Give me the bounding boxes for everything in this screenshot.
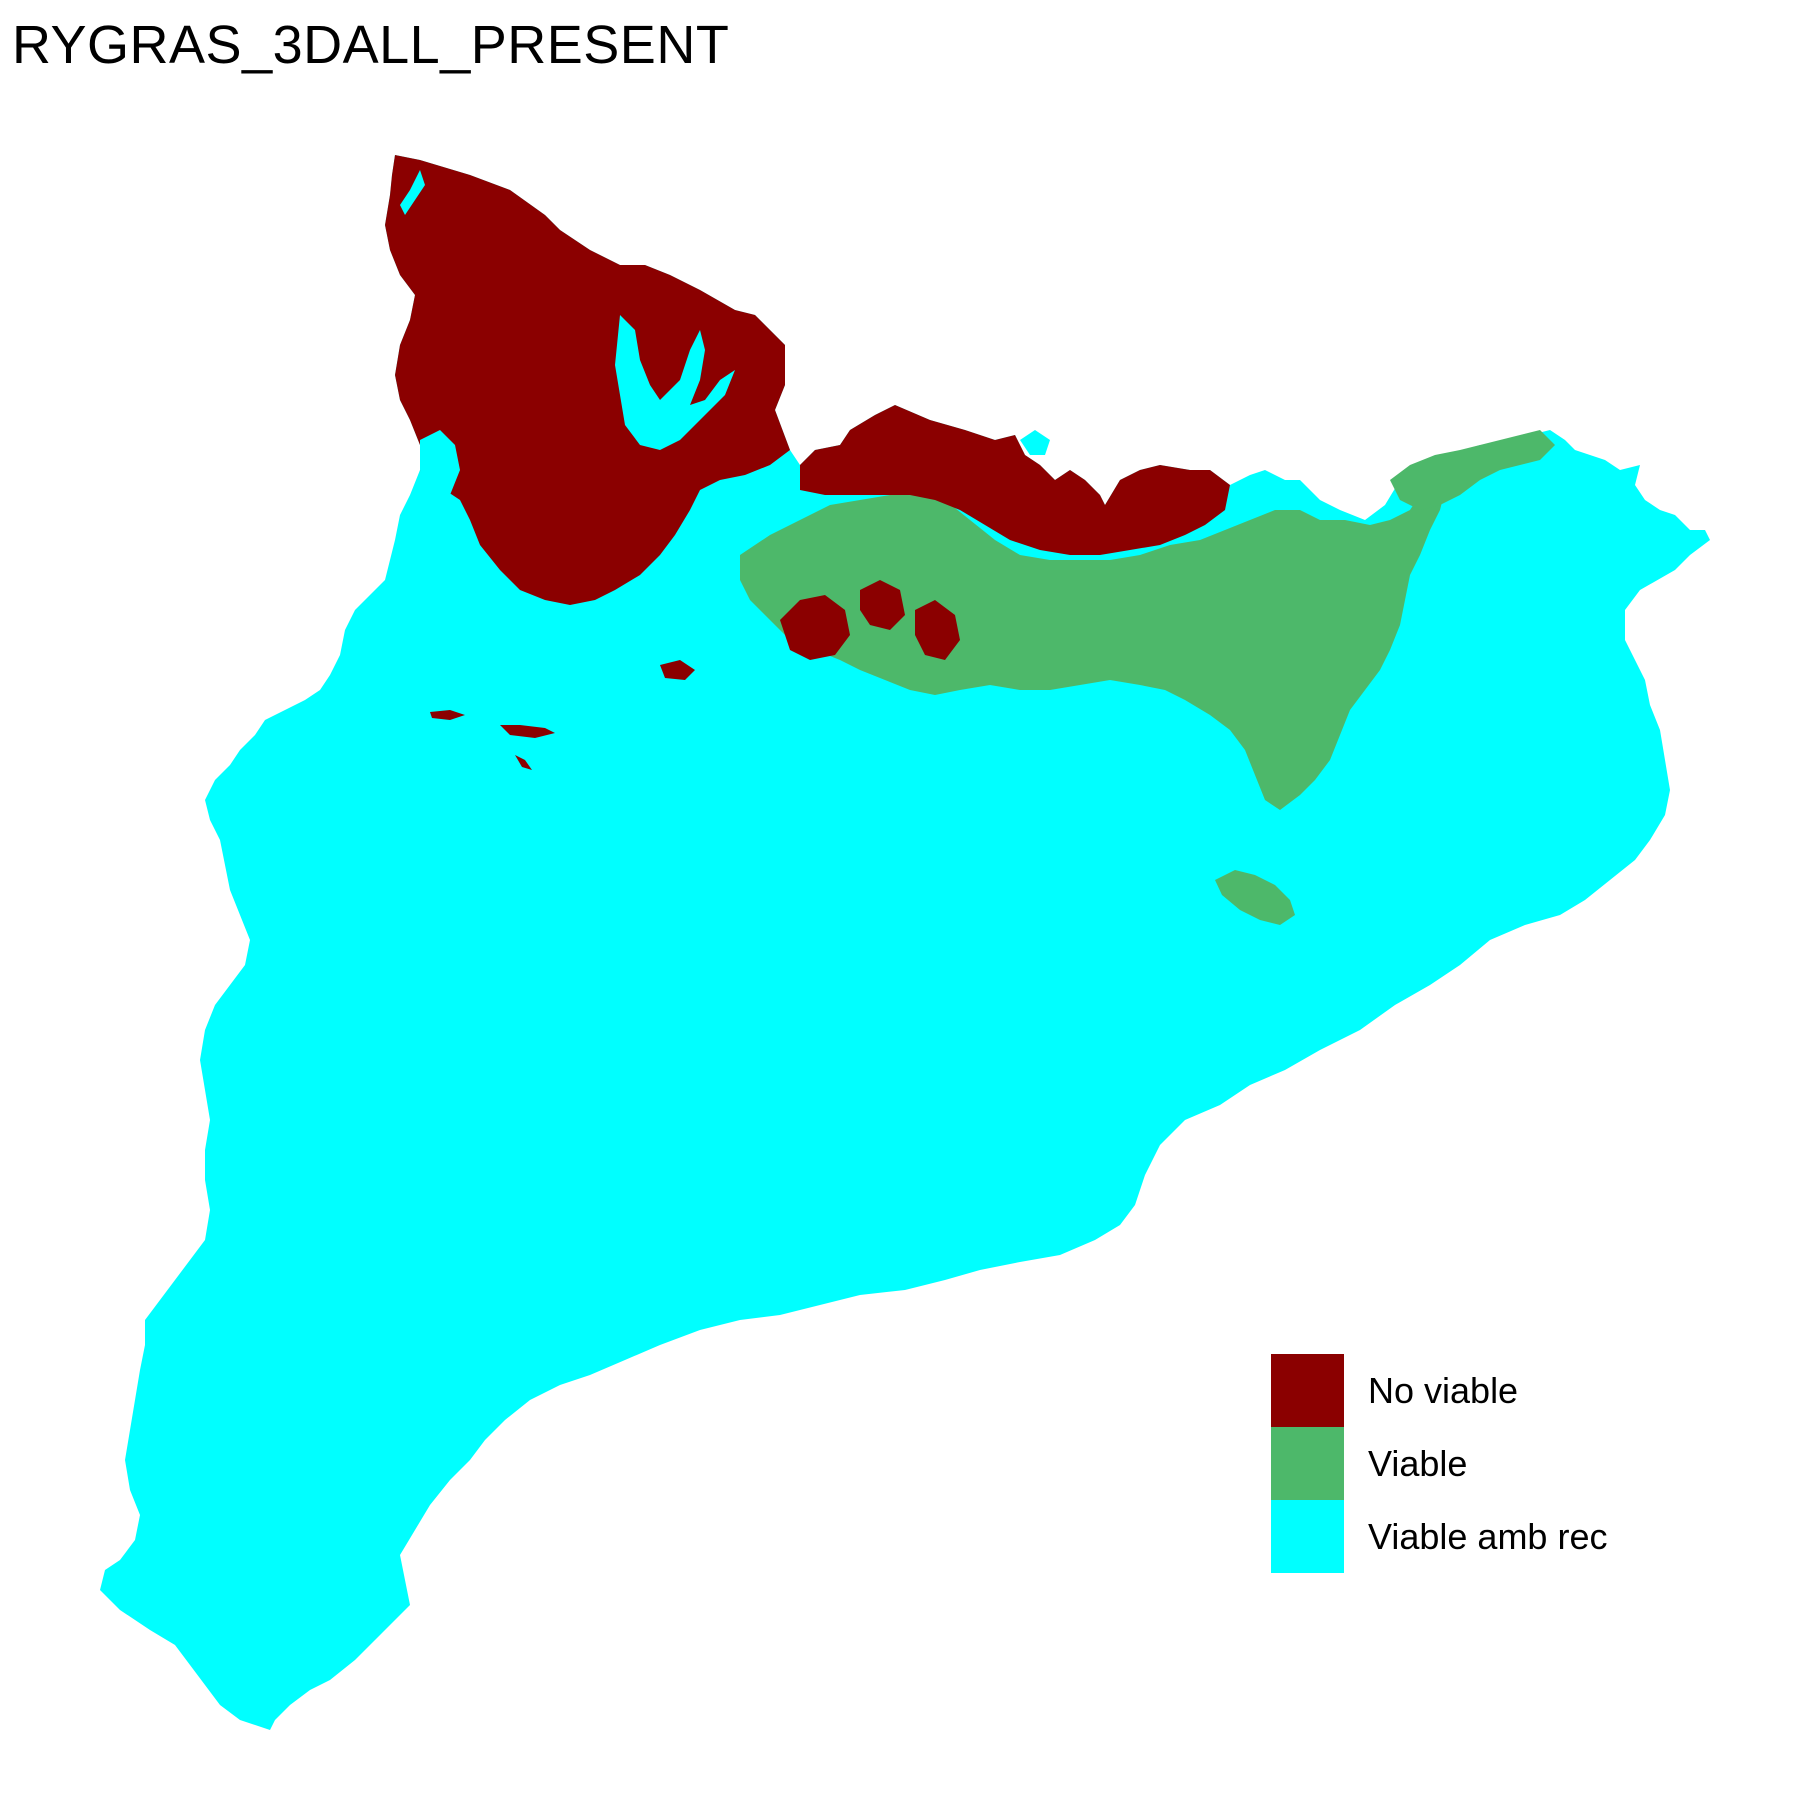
legend-item-viable-amb-rec: Viable amb rec (1271, 1500, 1607, 1573)
region-no-viable-pocket-5 (500, 725, 555, 738)
region-viable-south (1215, 870, 1295, 925)
region-no-viable-pocket-6 (430, 710, 465, 720)
map-legend: No viable Viable Viable amb rec (1271, 1354, 1607, 1573)
region-valley-3 (420, 430, 460, 495)
region-no-viable-pocket-1 (780, 595, 850, 660)
map-title: RYGRAS_3DALL_PRESENT (12, 15, 730, 75)
legend-item-no-viable: No viable (1271, 1354, 1607, 1427)
legend-swatch-no-viable (1271, 1354, 1344, 1427)
region-no-viable-pocket-4 (660, 660, 695, 680)
region-viable (740, 480, 1445, 810)
legend-item-viable: Viable (1271, 1427, 1607, 1500)
region-viable-east (1390, 430, 1555, 510)
region-no-viable-pocket-2 (860, 580, 905, 630)
region-no-viable-center (800, 405, 1230, 555)
legend-label-viable-amb-rec: Viable amb rec (1368, 1515, 1608, 1557)
legend-swatch-viable (1271, 1427, 1344, 1500)
legend-label-viable: Viable (1368, 1442, 1468, 1484)
region-no-viable-pocket-7 (515, 755, 532, 770)
region-valley-4 (1020, 430, 1050, 455)
region-valley-1 (615, 315, 735, 450)
legend-label-no-viable: No viable (1368, 1369, 1519, 1411)
region-valley-2 (400, 170, 425, 215)
legend-swatch-viable-amb-rec (1271, 1500, 1344, 1573)
region-no-viable-west (385, 155, 790, 605)
region-no-viable-pocket-3 (915, 600, 960, 660)
